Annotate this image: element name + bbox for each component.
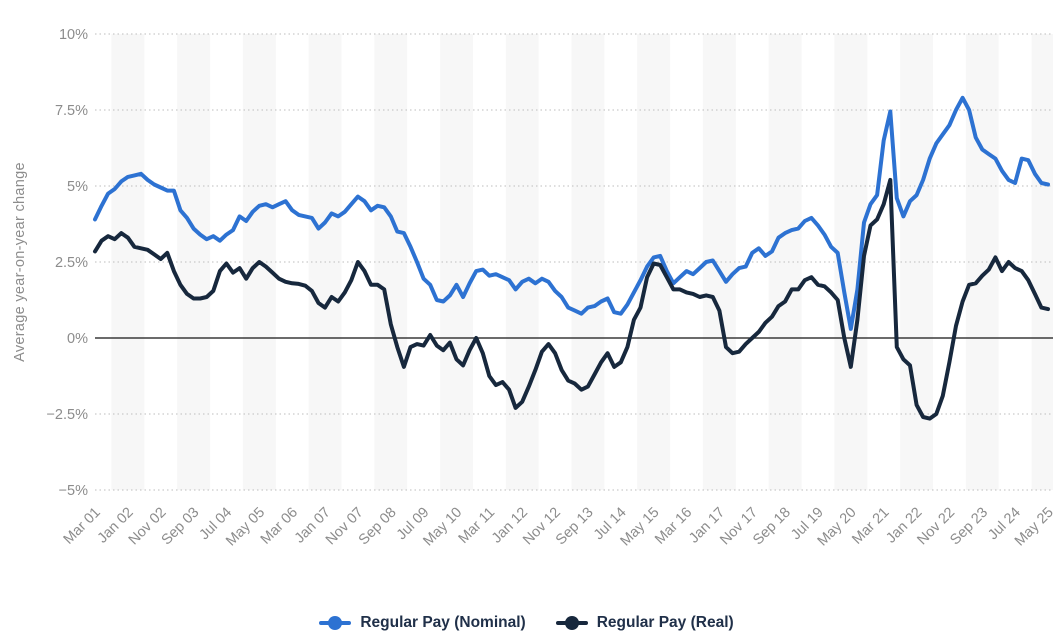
x-tick-label: Sep 13 bbox=[553, 505, 597, 549]
x-tick-label: Mar 16 bbox=[652, 505, 695, 548]
y-axis-title: Average year-on-year change bbox=[12, 162, 28, 362]
plot-stripe bbox=[440, 34, 473, 490]
x-tick-label: Sep 03 bbox=[159, 505, 203, 549]
y-tick-label: 10% bbox=[59, 27, 88, 43]
y-tick-label: 0% bbox=[67, 331, 88, 347]
legend-label-real: Regular Pay (Real) bbox=[596, 614, 734, 631]
nominal-line-marker-icon bbox=[319, 615, 352, 631]
y-axis-tick-labels: 10% 7.5% 5% 2.5% 0% −2.5% −5% bbox=[46, 27, 88, 499]
x-tick-label: Mar 11 bbox=[456, 505, 498, 547]
x-tick-label: Sep 08 bbox=[356, 505, 400, 549]
x-tick-label: Mar 21 bbox=[849, 505, 892, 548]
legend-item-real[interactable]: Regular Pay (Real) bbox=[555, 614, 734, 632]
y-tick-label: 7.5% bbox=[55, 103, 88, 119]
plot-stripe bbox=[1031, 34, 1053, 490]
legend-item-nominal[interactable]: Regular Pay (Nominal) bbox=[319, 614, 526, 632]
series-line-real[interactable] bbox=[93, 177, 1050, 421]
y-tick-label: −5% bbox=[59, 483, 89, 499]
plot-stripe bbox=[505, 34, 539, 490]
legend-label-nominal: Regular Pay (Nominal) bbox=[360, 614, 526, 631]
y-tick-label: −2.5% bbox=[46, 407, 88, 423]
plot-stripe bbox=[768, 34, 802, 490]
y-tick-label: 5% bbox=[67, 179, 88, 195]
series-line-nominal[interactable] bbox=[93, 95, 1050, 331]
chart-legend: Regular Pay (Nominal) Regular Pay (Real) bbox=[0, 608, 1053, 638]
x-tick-label: Mar 01 bbox=[61, 505, 104, 548]
x-tick-label: Sep 18 bbox=[750, 505, 794, 549]
x-tick-label: Mar 06 bbox=[258, 505, 301, 548]
x-tick-label: Sep 23 bbox=[947, 505, 991, 549]
plot-stripe bbox=[177, 34, 211, 490]
series-lines bbox=[93, 95, 1050, 421]
gridlines bbox=[95, 33, 1053, 491]
y-tick-label: 2.5% bbox=[55, 255, 88, 271]
real-line-marker-icon bbox=[555, 615, 588, 631]
